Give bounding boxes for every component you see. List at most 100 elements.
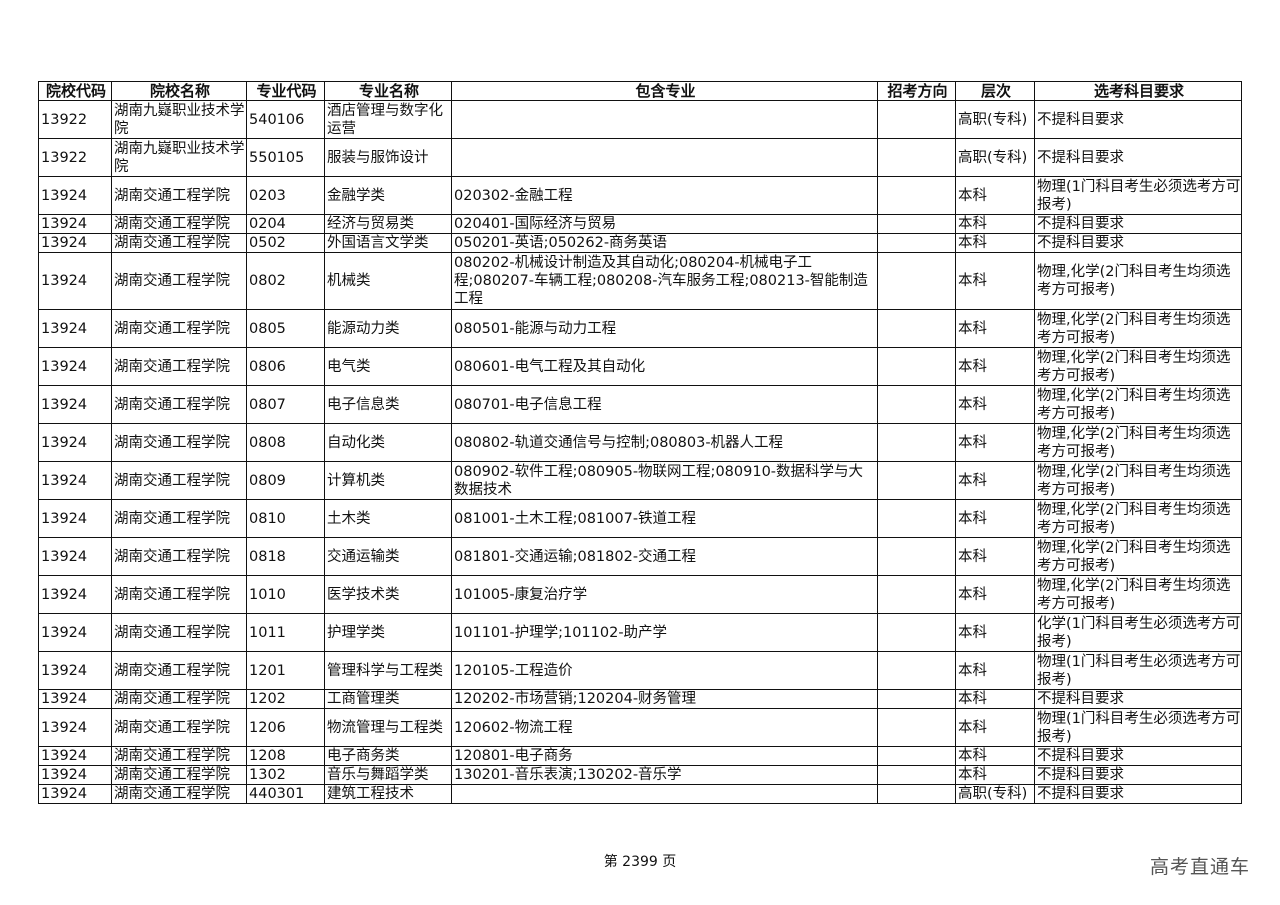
major-code-text: 1201 xyxy=(249,662,286,679)
direction-text xyxy=(880,101,955,138)
header-direction: 招考方向 xyxy=(877,81,956,101)
cell-subject-requirement: 不提科目要求 xyxy=(1034,689,1242,709)
school-name-text: 湖南交通工程学院 xyxy=(114,786,230,802)
subject-requirement-text: 物理,化学(2门科目考生均须选考方可报考) xyxy=(1037,463,1231,498)
cell-direction xyxy=(877,385,956,424)
table-row: 13924 湖南交通工程学院 0203 金融学类 020302-金融工程 本科 物理(1门科… xyxy=(38,176,1242,215)
subject-requirement-text: 不提科目要求 xyxy=(1037,767,1124,783)
cell-school-code: 13924 xyxy=(38,347,112,386)
major-code-text: 0805 xyxy=(249,320,286,337)
cell-level: 本科 xyxy=(955,575,1035,614)
cell-school-name: 湖南交通工程学院 xyxy=(111,575,247,614)
cell-major-code: 0818 xyxy=(246,537,325,576)
cell-level: 本科 xyxy=(955,613,1035,652)
cell-major-code: 1010 xyxy=(246,575,325,614)
cell-major-name: 电子信息类 xyxy=(324,385,452,424)
cell-included-majors: 120801-电子商务 xyxy=(451,746,878,766)
cell-direction xyxy=(877,309,956,348)
school-code-text: 13924 xyxy=(41,320,88,337)
cell-subject-requirement: 物理(1门科目考生必须选考方可报考) xyxy=(1034,176,1242,215)
cell-major-name: 计算机类 xyxy=(324,461,452,500)
cell-school-code: 13924 xyxy=(38,233,112,253)
cell-major-code: 0203 xyxy=(246,176,325,215)
table-row: 13924 湖南交通工程学院 1011 护理学类 101101-护理学;101102-助… xyxy=(38,613,1242,652)
cell-level: 本科 xyxy=(955,651,1035,690)
cell-major-code: 1208 xyxy=(246,746,325,766)
cell-direction xyxy=(877,651,956,690)
direction-text xyxy=(880,747,955,765)
cell-included-majors xyxy=(451,784,878,804)
cell-major-code: 0502 xyxy=(246,233,325,253)
subject-requirement-text: 物理,化学(2门科目考生均须选考方可报考) xyxy=(1037,264,1231,298)
cell-level: 本科 xyxy=(955,537,1035,576)
cell-included-majors: 050201-英语;050262-商务英语 xyxy=(451,233,878,253)
cell-major-code: 1206 xyxy=(246,708,325,747)
table-row: 13924 湖南交通工程学院 1208 电子商务类 120801-电子商务 本科 不提科目要… xyxy=(38,746,1242,766)
cell-school-code: 13924 xyxy=(38,423,112,462)
level-text: 高职(专科) xyxy=(958,786,1028,802)
school-name-text: 湖南交通工程学院 xyxy=(114,662,230,679)
cell-school-name: 湖南交通工程学院 xyxy=(111,537,247,576)
cell-level: 本科 xyxy=(955,746,1035,766)
cell-school-code: 13924 xyxy=(38,537,112,576)
subject-requirement-text: 物理,化学(2门科目考生均须选考方可报考) xyxy=(1037,311,1231,346)
major-name-text: 机械类 xyxy=(327,273,371,289)
cell-major-code: 1011 xyxy=(246,613,325,652)
major-name-text: 管理科学与工程类 xyxy=(327,662,443,679)
school-code-text: 13924 xyxy=(41,434,88,451)
cell-major-name: 自动化类 xyxy=(324,423,452,462)
cell-school-name: 湖南交通工程学院 xyxy=(111,499,247,538)
cell-included-majors: 081001-土木工程;081007-铁道工程 xyxy=(451,499,878,538)
cell-major-name: 音乐与舞蹈学类 xyxy=(324,765,452,785)
cell-direction xyxy=(877,252,956,310)
cell-school-code: 13924 xyxy=(38,461,112,500)
cell-level: 本科 xyxy=(955,499,1035,538)
cell-level: 本科 xyxy=(955,423,1035,462)
table-row: 13922 湖南九嶷职业技术学院 550105 服装与服饰设计 高职(专科) 不提科目要求 xyxy=(38,138,1242,177)
cell-level: 本科 xyxy=(955,252,1035,310)
direction-text xyxy=(880,386,955,423)
cell-school-code: 13924 xyxy=(38,689,112,709)
school-code-text: 13924 xyxy=(41,548,88,565)
cell-major-code: 440301 xyxy=(246,784,325,804)
cell-major-name: 机械类 xyxy=(324,252,452,310)
header-row: 院校代码 院校名称 专业代码 专业名称 包含专业 招考方向 层次 选考科目要求 xyxy=(38,81,1242,101)
cell-major-name: 交通运输类 xyxy=(324,537,452,576)
level-text: 高职(专科) xyxy=(958,111,1028,128)
school-name-text: 湖南交通工程学院 xyxy=(114,510,230,527)
cell-subject-requirement: 物理,化学(2门科目考生均须选考方可报考) xyxy=(1034,575,1242,614)
direction-text xyxy=(880,766,955,784)
major-code-text: 550105 xyxy=(249,149,305,166)
header-major-code: 专业代码 xyxy=(246,81,325,101)
cell-subject-requirement: 不提科目要求 xyxy=(1034,233,1242,253)
cell-major-code: 0810 xyxy=(246,499,325,538)
subject-requirement-text: 不提科目要求 xyxy=(1037,748,1124,764)
major-code-text: 0807 xyxy=(249,396,286,413)
cell-direction xyxy=(877,537,956,576)
school-name-text: 湖南交通工程学院 xyxy=(114,396,230,413)
cell-level: 本科 xyxy=(955,689,1035,709)
major-name-text: 金融学类 xyxy=(327,187,385,204)
included-majors-text: 101005-康复治疗学 xyxy=(454,586,588,603)
cell-major-code: 0204 xyxy=(246,214,325,234)
school-code-text: 13924 xyxy=(41,396,88,413)
cell-school-name: 湖南交通工程学院 xyxy=(111,176,247,215)
cell-school-name: 湖南交通工程学院 xyxy=(111,613,247,652)
header-subject-requirement: 选考科目要求 xyxy=(1034,81,1242,101)
cell-major-code: 1201 xyxy=(246,651,325,690)
cell-major-code: 550105 xyxy=(246,138,325,177)
cell-school-name: 湖南九嶷职业技术学院 xyxy=(111,138,247,177)
school-name-text: 湖南交通工程学院 xyxy=(114,235,230,251)
cell-major-code: 1202 xyxy=(246,689,325,709)
direction-text xyxy=(880,234,955,252)
cell-school-code: 13924 xyxy=(38,176,112,215)
table-row: 13924 湖南交通工程学院 0502 外国语言文学类 050201-英语;050262… xyxy=(38,233,1242,253)
subject-requirement-text: 化学(1门科目考生必须选考方可报考) xyxy=(1037,615,1241,650)
cell-level: 高职(专科) xyxy=(955,100,1035,139)
cell-level: 本科 xyxy=(955,176,1035,215)
level-text: 本科 xyxy=(958,748,987,764)
major-name-text: 外国语言文学类 xyxy=(327,235,429,251)
included-majors-text xyxy=(454,139,877,176)
table-row: 13924 湖南交通工程学院 0805 能源动力类 080501-能源与动力工程 本科 物理… xyxy=(38,309,1242,348)
school-name-text: 湖南交通工程学院 xyxy=(114,719,230,736)
